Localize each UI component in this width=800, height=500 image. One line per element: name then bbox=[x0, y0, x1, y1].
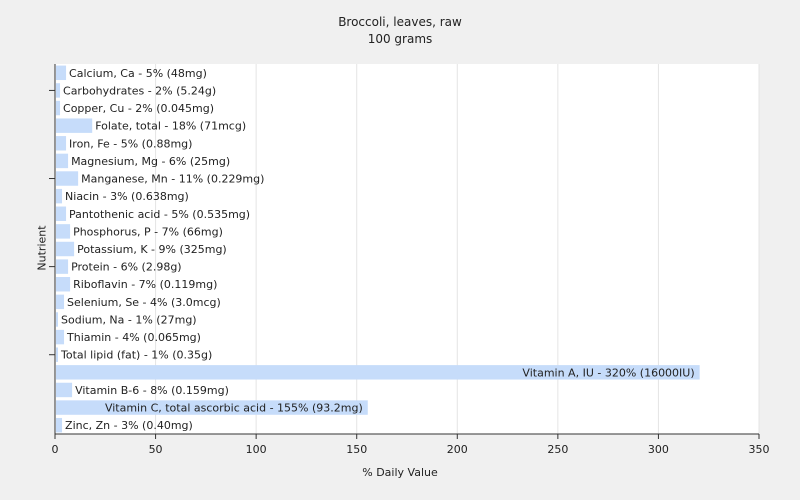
data-label: Manganese, Mn - 11% (0.229mg) bbox=[81, 173, 264, 186]
data-label: Vitamin C, total ascorbic acid - 155% (9… bbox=[105, 402, 363, 415]
data-label: Protein - 6% (2.98g) bbox=[71, 261, 182, 274]
bar bbox=[56, 188, 63, 204]
y-axis-label: Nutrient bbox=[35, 225, 49, 271]
data-label: Vitamin B-6 - 8% (0.159mg) bbox=[75, 384, 229, 397]
data-label: Pantothenic acid - 5% (0.535mg) bbox=[69, 208, 250, 221]
x-tick-label: 50 bbox=[149, 443, 163, 456]
bar bbox=[56, 100, 61, 116]
x-tick-label: 350 bbox=[749, 443, 770, 456]
bar bbox=[56, 206, 67, 221]
bar bbox=[56, 241, 75, 257]
bar bbox=[56, 153, 69, 169]
bar bbox=[56, 417, 63, 433]
bar bbox=[56, 259, 69, 274]
x-tick-label: 0 bbox=[52, 443, 59, 456]
bar bbox=[56, 329, 65, 345]
x-axis-label: % Daily Value bbox=[362, 466, 438, 479]
x-tick-label: 250 bbox=[547, 443, 568, 456]
x-tick-label: 300 bbox=[648, 443, 669, 456]
bar bbox=[56, 294, 65, 310]
x-tick-label: 100 bbox=[246, 443, 267, 456]
chart-title: Broccoli, leaves, raw bbox=[338, 15, 462, 29]
x-tick-label: 150 bbox=[346, 443, 367, 456]
data-label: Riboflavin - 7% (0.119mg) bbox=[73, 278, 217, 291]
bar bbox=[56, 312, 59, 327]
bar bbox=[56, 224, 71, 239]
data-label: Calcium, Ca - 5% (48mg) bbox=[69, 67, 207, 80]
data-label: Folate, total - 18% (71mcg) bbox=[95, 120, 246, 133]
bar bbox=[56, 171, 79, 186]
bar bbox=[56, 365, 700, 380]
bar bbox=[56, 65, 67, 81]
data-label: Iron, Fe - 5% (0.88mg) bbox=[69, 137, 192, 150]
bar bbox=[56, 400, 368, 415]
data-label: Total lipid (fat) - 1% (0.35g) bbox=[60, 349, 212, 362]
data-label: Niacin - 3% (0.638mg) bbox=[65, 190, 189, 203]
data-label: Carbohydrates - 2% (5.24g) bbox=[63, 84, 216, 97]
bar bbox=[56, 83, 61, 98]
data-label: Vitamin A, IU - 320% (16000IU) bbox=[522, 366, 694, 379]
data-label: Thiamin - 4% (0.065mg) bbox=[66, 331, 201, 344]
data-label: Phosphorus, P - 7% (66mg) bbox=[73, 225, 223, 238]
bar bbox=[56, 136, 67, 151]
data-label: Sodium, Na - 1% (27mg) bbox=[61, 313, 197, 326]
data-label: Copper, Cu - 2% (0.045mg) bbox=[63, 102, 214, 115]
bar bbox=[56, 382, 73, 398]
data-label: Selenium, Se - 4% (3.0mcg) bbox=[67, 296, 221, 309]
bar bbox=[56, 118, 93, 133]
bar bbox=[56, 277, 71, 292]
data-label: Zinc, Zn - 3% (0.40mg) bbox=[65, 419, 193, 432]
bar bbox=[56, 347, 59, 362]
data-label: Potassium, K - 9% (325mg) bbox=[77, 243, 227, 256]
chart-subtitle: 100 grams bbox=[367, 32, 433, 46]
x-tick-label: 200 bbox=[447, 443, 468, 456]
data-label: Magnesium, Mg - 6% (25mg) bbox=[71, 155, 230, 168]
